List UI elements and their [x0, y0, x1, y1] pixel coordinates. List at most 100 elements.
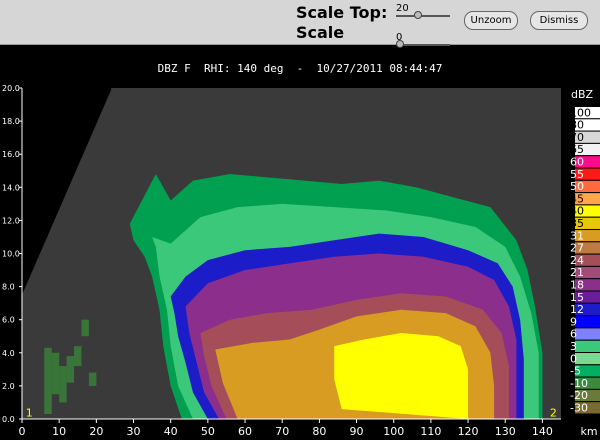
- clutter-patch: [59, 366, 67, 403]
- x-tick-label: 0: [19, 425, 26, 438]
- x-tick-label: 100: [383, 425, 404, 438]
- colorbar-swatch: [575, 143, 600, 156]
- scale-top-value: 20: [396, 2, 409, 14]
- colorbar-swatch: [575, 156, 600, 168]
- y-tick-label: 2.0: [2, 382, 15, 391]
- colorbar-label: 15: [570, 291, 584, 304]
- x-axis-unit: km: [580, 425, 597, 438]
- corner-marker: 1: [26, 407, 33, 420]
- corner-marker: 2: [550, 407, 557, 420]
- clutter-patch: [74, 346, 82, 367]
- colorbar-swatch: [575, 291, 600, 303]
- colorbar-swatch: [575, 279, 600, 291]
- colorbar-label: 21: [570, 266, 584, 279]
- y-tick-label: 10.0: [2, 250, 20, 259]
- colorbar-swatch: [575, 402, 600, 414]
- scale-base-label: Scale Base:: [296, 23, 346, 61]
- scale-base-slider[interactable]: 0: [396, 32, 450, 50]
- colorbar-swatch: [575, 180, 600, 193]
- y-tick-label: 18.0: [2, 117, 20, 126]
- colorbar-swatch: [575, 119, 600, 131]
- blanked-region: [22, 88, 112, 295]
- colorbar-label: 40: [570, 205, 584, 218]
- scale-top-thumb[interactable]: [414, 10, 423, 19]
- colorbar-label: 24: [570, 254, 584, 267]
- clutter-patch: [44, 347, 52, 415]
- x-tick-label: 120: [458, 425, 479, 438]
- colorbar-label: 35: [570, 217, 584, 230]
- colorbar-label: 60: [570, 156, 584, 169]
- dismiss-button[interactable]: Dismiss: [530, 11, 588, 30]
- colorbar-label: 27: [570, 242, 584, 255]
- colorbar-label: 31: [570, 229, 584, 242]
- colorbar-label: 18: [570, 279, 584, 292]
- colorbar-swatch: [575, 107, 600, 119]
- colorbar-label: -20: [570, 389, 588, 402]
- colorbar-swatch: [575, 230, 600, 242]
- clutter-patch: [51, 352, 60, 395]
- colorbar-swatch: [575, 389, 600, 402]
- plot-title: DBZ F RHI: 140 deg - 10/27/2011 08:44:47: [157, 62, 443, 75]
- colorbar-label: 12: [570, 303, 584, 316]
- colorbar-label: 55: [570, 168, 584, 181]
- clutter-patch: [88, 372, 97, 386]
- y-tick-label: 8.0: [2, 283, 15, 292]
- x-tick-label: 20: [89, 425, 103, 438]
- colorbar-swatch: [575, 193, 600, 205]
- toolbar: Scale Top: 20 Scale Base: 0 Unzoom Dismi…: [0, 0, 600, 61]
- colorbar-swatch: [575, 353, 600, 365]
- clutter-patch: [66, 356, 75, 383]
- x-tick-label: 30: [127, 425, 141, 438]
- colorbar-label: -30: [570, 402, 588, 415]
- colorbar-swatch: [575, 168, 600, 180]
- y-tick-label: 16.0: [2, 150, 20, 159]
- x-tick-label: 10: [52, 425, 66, 438]
- x-tick-label: 60: [238, 425, 252, 438]
- colorbar-swatch: [575, 365, 600, 377]
- y-tick-label: 0.0: [2, 415, 15, 424]
- colorbar-label: 3: [570, 340, 577, 353]
- colorbar-swatch: [575, 131, 600, 143]
- y-tick-label: 12.0: [2, 216, 20, 225]
- colorbar-swatch: [575, 254, 600, 266]
- colorbar-label: 45: [570, 192, 584, 205]
- scale-top-row: Scale Top: 20: [296, 3, 450, 22]
- colorbar-label: 80: [570, 119, 584, 132]
- colorbar-label: 6: [570, 328, 577, 341]
- echo-layer-yellow: [334, 332, 469, 419]
- x-tick-label: 80: [312, 425, 326, 438]
- y-tick-label: 14.0: [2, 183, 20, 192]
- x-tick-label: 40: [164, 425, 178, 438]
- x-tick-label: 130: [495, 425, 516, 438]
- colorbar-label: 100: [570, 106, 591, 119]
- x-tick-label: 70: [275, 425, 289, 438]
- colorbar-label: 0: [570, 352, 577, 365]
- unzoom-button[interactable]: Unzoom: [464, 11, 518, 30]
- scale-top-slider[interactable]: 20: [396, 2, 450, 21]
- scale-top-label: Scale Top:: [296, 3, 388, 22]
- colorbar-unit: dBZ: [571, 88, 594, 101]
- y-tick-label: 6.0: [2, 316, 15, 325]
- colorbar-label: 70: [570, 131, 584, 144]
- x-tick-label: 90: [350, 425, 364, 438]
- colorbar-swatch: [575, 303, 600, 316]
- colorbar-label: -10: [570, 377, 588, 390]
- x-tick-label: 50: [201, 425, 215, 438]
- scale-base-track[interactable]: [396, 44, 450, 46]
- clutter-patch: [81, 319, 89, 337]
- x-tick-label: 110: [420, 425, 441, 438]
- colorbar-label: 65: [570, 143, 584, 156]
- colorbar-swatch: [575, 316, 600, 328]
- scale-top-track[interactable]: [396, 14, 450, 17]
- scale-base-value: 0: [396, 32, 403, 43]
- colorbar-swatch: [575, 242, 600, 254]
- scale-base-row: Scale Base: 0: [296, 23, 450, 61]
- colorbar-swatch: [575, 205, 600, 217]
- colorbar-swatch: [575, 340, 600, 352]
- colorbar-swatch: [575, 328, 600, 340]
- y-tick-label: 4.0: [2, 349, 15, 358]
- colorbar-swatch: [575, 266, 600, 279]
- scale-base-thumb[interactable]: [396, 40, 404, 48]
- colorbar-label: 50: [570, 180, 584, 193]
